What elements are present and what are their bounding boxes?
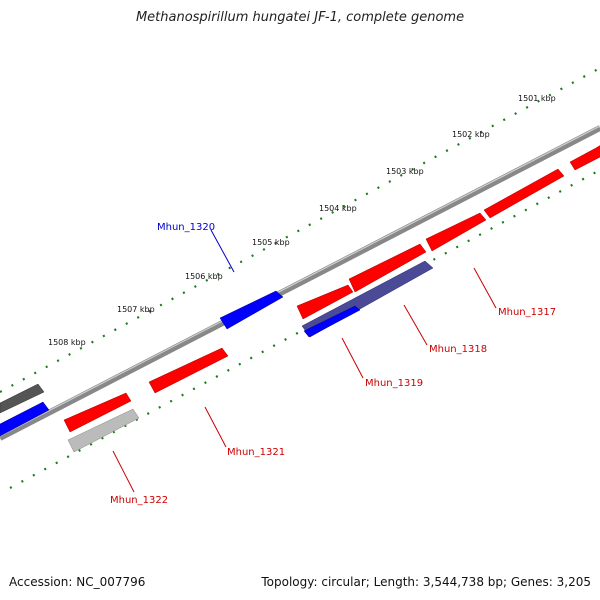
- gene-label-mhun-1319[interactable]: Mhun_1319: [365, 378, 423, 389]
- outer-tick-track: [0, 67, 600, 393]
- gene-label-mhun-1321[interactable]: Mhun_1321: [227, 447, 285, 458]
- gene-features[interactable]: [0, 143, 600, 453]
- gene-arrow[interactable]: [569, 143, 600, 171]
- gene-arrow[interactable]: [63, 392, 132, 433]
- scale-label: 1504 kbp: [319, 204, 357, 213]
- gene-arrow[interactable]: [296, 284, 354, 320]
- scale-labels: 1501 kbp 1502 kbp 1503 kbp 1504 kbp 1505…: [48, 94, 556, 347]
- gene-arrow[interactable]: [483, 168, 565, 219]
- gene-label-leaders: [112, 229, 497, 493]
- backbone-highlight: [0, 125, 600, 437]
- gene-labels: Mhun_1317 Mhun_1318 Mhun_1319 Mhun_1320 …: [110, 222, 556, 506]
- gene-arrow[interactable]: [67, 408, 140, 453]
- gene-arrow[interactable]: [0, 401, 50, 437]
- scale-label: 1503 kbp: [386, 167, 424, 176]
- label-leader: [341, 337, 364, 379]
- label-leader: [473, 267, 497, 309]
- label-leader: [403, 304, 428, 346]
- gene-label-mhun-1320[interactable]: Mhun_1320: [157, 222, 215, 233]
- gene-label-mhun-1317[interactable]: Mhun_1317: [498, 307, 556, 318]
- scale-label: 1505 kbp: [252, 238, 290, 247]
- label-leader: [210, 229, 235, 273]
- gene-arrow[interactable]: [219, 290, 284, 330]
- gene-arrow[interactable]: [303, 305, 361, 338]
- gene-arrow[interactable]: [148, 347, 229, 394]
- scale-label: 1501 kbp: [518, 94, 556, 103]
- backbone-line: [0, 125, 600, 441]
- outer-minor-ticks: [0, 67, 600, 393]
- accession-label: Accession: NC_007796: [9, 575, 146, 589]
- gene-label-mhun-1322[interactable]: Mhun_1322: [110, 495, 168, 506]
- label-leader: [204, 406, 227, 448]
- gene-label-mhun-1318[interactable]: Mhun_1318: [429, 344, 487, 355]
- gene-arrow[interactable]: [348, 243, 427, 293]
- scale-label: 1506 kbp: [185, 272, 223, 281]
- genome-backbone: [0, 125, 600, 441]
- scale-label: 1507 kbp: [117, 305, 155, 314]
- label-leader: [112, 450, 135, 493]
- genome-summary: Topology: circular; Length: 3,544,738 bp…: [261, 575, 591, 589]
- gene-arrow[interactable]: [0, 383, 45, 414]
- scale-label: 1502 kbp: [452, 130, 490, 139]
- gene-arrow[interactable]: [425, 212, 487, 252]
- map-title: Methanospirillum hungatei JF-1, complete…: [135, 10, 465, 25]
- scale-label: 1508 kbp: [48, 338, 86, 347]
